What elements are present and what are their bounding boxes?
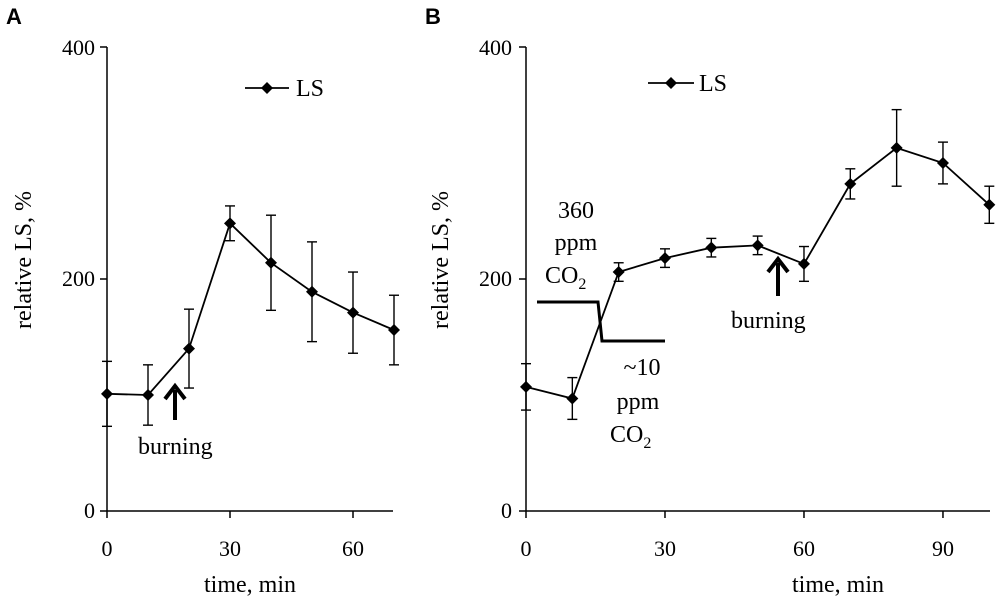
panel-b-data-point — [658, 252, 671, 265]
panel-a-y-tick-label-200: 200 — [62, 266, 95, 291]
panel-b-series-line — [525, 146, 990, 400]
panel-b-data — [520, 108, 996, 421]
panel-a-x-ticks — [106, 511, 354, 518]
panel-a-data-point — [306, 285, 318, 298]
panel-a-x-tick-label-60: 60 — [342, 536, 364, 561]
panel-b-data-point — [797, 257, 810, 270]
panel-b-co2-low-value: ~10 — [624, 355, 661, 381]
panel-a-legend: LS — [245, 76, 324, 102]
panel-b-data-point — [566, 392, 579, 405]
panel-a-x-tick-label-30: 30 — [219, 536, 241, 561]
panel-a-letter: A — [6, 4, 22, 29]
panel-a-legend-marker — [261, 82, 273, 94]
panel-b-y-ticks — [519, 46, 526, 512]
panel-b-data-point — [751, 239, 764, 252]
panel-a-data-point — [224, 217, 236, 230]
panel-b-legend-marker — [665, 77, 677, 89]
panel-b-co2-high-unit: ppm — [555, 230, 598, 256]
panel-b-burning-label: burning — [731, 308, 806, 334]
panel-b-x-tick-label-0: 0 — [521, 536, 532, 561]
panel-a-y-axis-title: relative LS, % — [11, 191, 37, 329]
panel-a-series-line — [106, 221, 395, 396]
panel-b-arrow-head — [766, 255, 790, 274]
panel-b-data-point — [520, 380, 532, 393]
panel-a-data-point — [142, 389, 154, 401]
panel-b-data-point — [844, 177, 857, 190]
panel-a-y-tick-label-400: 400 — [62, 35, 95, 60]
panel-b-x-tick-label-30: 30 — [654, 536, 676, 561]
panel-a-data-point — [101, 387, 113, 400]
panel-b-x-tick-label-90: 90 — [932, 536, 954, 561]
panel-b-co2-high-gas-sub: 2 — [578, 276, 586, 293]
panel-b-co2-low-gas-sub: 2 — [643, 435, 651, 452]
panel-a-data-point — [265, 256, 277, 269]
panel-a-data-point — [347, 306, 359, 319]
panel-b-co2-low-gas-main: CO — [610, 422, 643, 448]
panel-b-co2-low-gas: CO2 — [610, 422, 651, 452]
panel-a-data-point — [183, 342, 195, 355]
panel-b-data-point — [612, 266, 625, 279]
panel-a-y-tick-label-0: 0 — [84, 498, 95, 523]
panel-a-y-ticks — [100, 46, 107, 512]
panel-b-data-point — [705, 241, 718, 254]
panel-b-y-tick-label-0: 0 — [501, 498, 512, 523]
panel-b-co2-high-value: 360 — [558, 198, 594, 224]
panel-a-data-point — [388, 324, 400, 337]
panel-b-x-tick-label-60: 60 — [793, 536, 815, 561]
panel-b-legend: LS — [648, 71, 727, 97]
panel-b-co2-high-gas-main: CO — [545, 263, 578, 289]
panel-b-co2-high-gas: CO2 — [545, 263, 586, 293]
panel-a-arrow-head — [163, 382, 187, 401]
panel-b-y-tick-label-400: 400 — [479, 35, 512, 60]
panel-b-x-axis-title: time, min — [792, 572, 884, 598]
panel-b-data-point — [890, 141, 903, 154]
panel-b-burning-arrow — [766, 255, 790, 296]
panel-a: A 0 200 400 0 30 60 time, min relative L… — [6, 4, 400, 598]
panel-a-x-axis-title: time, min — [204, 572, 296, 598]
panel-b-data-point — [983, 198, 996, 211]
panel-a-burning-label: burning — [138, 434, 213, 460]
panel-a-burning-arrow — [163, 382, 187, 420]
panel-b: B 0 200 400 0 30 60 90 time, min relativ… — [425, 4, 996, 598]
panel-b-legend-label: LS — [699, 71, 727, 97]
panel-a-legend-label: LS — [296, 76, 324, 102]
panel-b-data-point — [936, 157, 949, 169]
panel-b-y-axis-title: relative LS, % — [428, 191, 454, 329]
panel-a-x-tick-label-0: 0 — [102, 536, 113, 561]
panel-b-x-ticks — [525, 511, 944, 518]
panel-b-letter: B — [425, 4, 441, 29]
panel-a-data — [101, 205, 400, 428]
panel-b-co2-low-unit: ppm — [617, 389, 660, 415]
panel-b-y-tick-label-200: 200 — [479, 266, 512, 291]
